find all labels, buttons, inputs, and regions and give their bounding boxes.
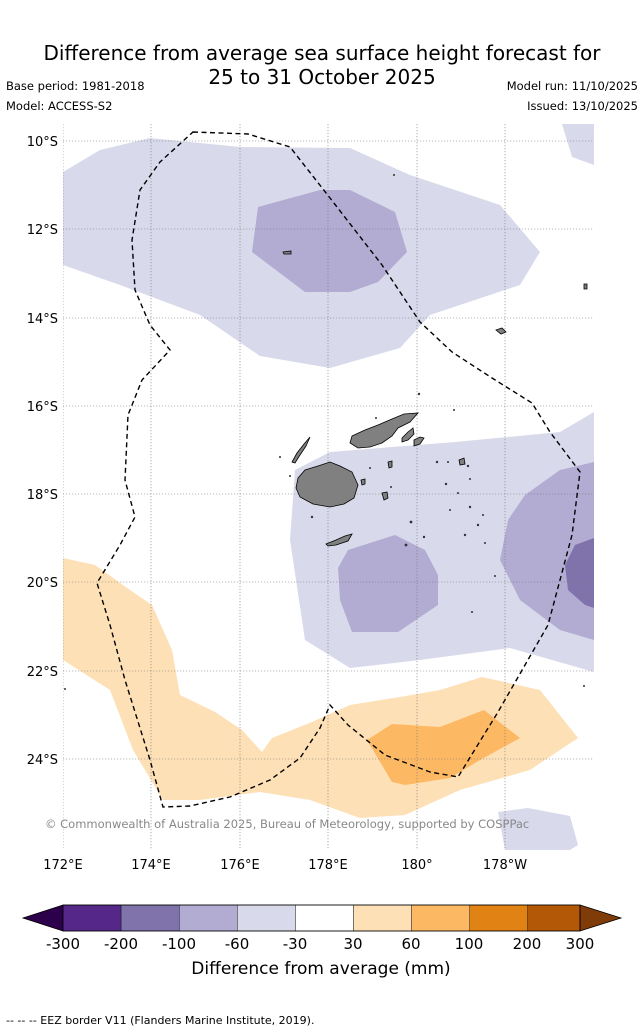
chart-title-line1: Difference from average sea surface heig… [43, 41, 601, 65]
lon-label: 178°W [483, 858, 527, 873]
fiji-islands [282, 250, 588, 547]
colorbar-tick: -30 [283, 935, 308, 953]
lon-label: 180° [401, 858, 432, 873]
anomaly-region-north-core [252, 190, 407, 292]
colorbar-segment [295, 904, 354, 932]
colorbar-tick: 300 [566, 935, 595, 953]
lon-label: 172°E [43, 858, 83, 873]
lat-label: 18°S [27, 488, 58, 503]
map-area [63, 124, 594, 850]
anomaly-region-southeast-corner [498, 808, 578, 850]
lat-label: 14°S [27, 312, 58, 327]
taveuni [401, 427, 415, 443]
colorbar-segment [62, 904, 122, 932]
colorbar-tick: 200 [513, 935, 542, 953]
colorbar-segment [527, 904, 581, 932]
islet-e2 [583, 283, 588, 290]
colorbar-segment [469, 904, 529, 932]
gau-island [381, 491, 389, 501]
colorbar-tick: -300 [46, 935, 80, 953]
lat-label: 10°S [27, 135, 58, 150]
colorbar-tick: 60 [401, 935, 420, 953]
anomaly-region-east [500, 462, 594, 640]
colorbar-tick: -200 [104, 935, 138, 953]
lon-label: 176°E [220, 858, 260, 873]
colorbar-extend-high [579, 904, 623, 932]
anomaly-region-northeast-corner [562, 124, 594, 165]
chart-title-line2: 25 to 31 October 2025 [208, 65, 436, 89]
colorbar-segment [353, 904, 412, 932]
anomaly-region-south-core [367, 710, 520, 785]
colorbar-segment [411, 904, 470, 932]
lat-label: 22°S [27, 665, 58, 680]
colorbar-tick: 100 [455, 935, 484, 953]
fiji-islets [64, 174, 585, 690]
base-period: Base period: 1981-2018 [6, 79, 145, 93]
lon-label: 174°E [131, 858, 171, 873]
copyright-notice: © Commonwealth of Australia 2025, Bureau… [45, 817, 529, 831]
vanua-levu [349, 412, 419, 449]
eez-border [96, 131, 581, 808]
lon-label: 178°E [308, 858, 348, 873]
lat-label: 20°S [27, 576, 58, 591]
colorbar-tick-labels: -300 -200 -100 -60 -30 30 60 100 200 300 [46, 935, 594, 953]
viti-levu [295, 461, 359, 508]
islet-e1 [495, 327, 507, 335]
anomaly-region-east-core [565, 538, 594, 608]
koro-island [387, 460, 393, 469]
lat-label: 16°S [27, 400, 58, 415]
graticule [63, 124, 594, 850]
latitude-labels: 10°S 12°S 14°S 16°S 18°S 20°S 22°S 24°S [27, 135, 58, 768]
islet-e3 [458, 457, 466, 466]
colorbar-tick: -60 [225, 935, 250, 953]
kadavu [325, 533, 353, 547]
colorbar-segment [237, 904, 296, 932]
colorbar [21, 904, 623, 932]
model-name: Model: ACCESS-S2 [6, 99, 113, 113]
issued-date: Issued: 13/10/2025 [527, 99, 638, 113]
eez-legend-note: -- -- -- EEZ border V11 (Flanders Marine… [6, 1014, 315, 1027]
ovalau-island [360, 478, 366, 486]
lat-label: 24°S [27, 753, 58, 768]
colorbar-tick: 30 [343, 935, 362, 953]
colorbar-extend-low [21, 904, 64, 932]
colorbar-segment [178, 904, 238, 932]
islet-e4 [413, 436, 425, 447]
longitude-labels: 172°E 174°E 176°E 178°E 180° 178°W [43, 858, 527, 873]
colorbar-tick: -100 [162, 935, 196, 953]
yasawa-islands [291, 436, 311, 464]
anomaly-region-fiji-south [338, 535, 438, 632]
rotuma-island [282, 250, 292, 255]
colorbar-segment [120, 904, 180, 932]
model-run: Model run: 11/10/2025 [506, 79, 638, 93]
lat-label: 12°S [27, 223, 58, 238]
colorbar-label: Difference from average (mm) [191, 959, 450, 979]
